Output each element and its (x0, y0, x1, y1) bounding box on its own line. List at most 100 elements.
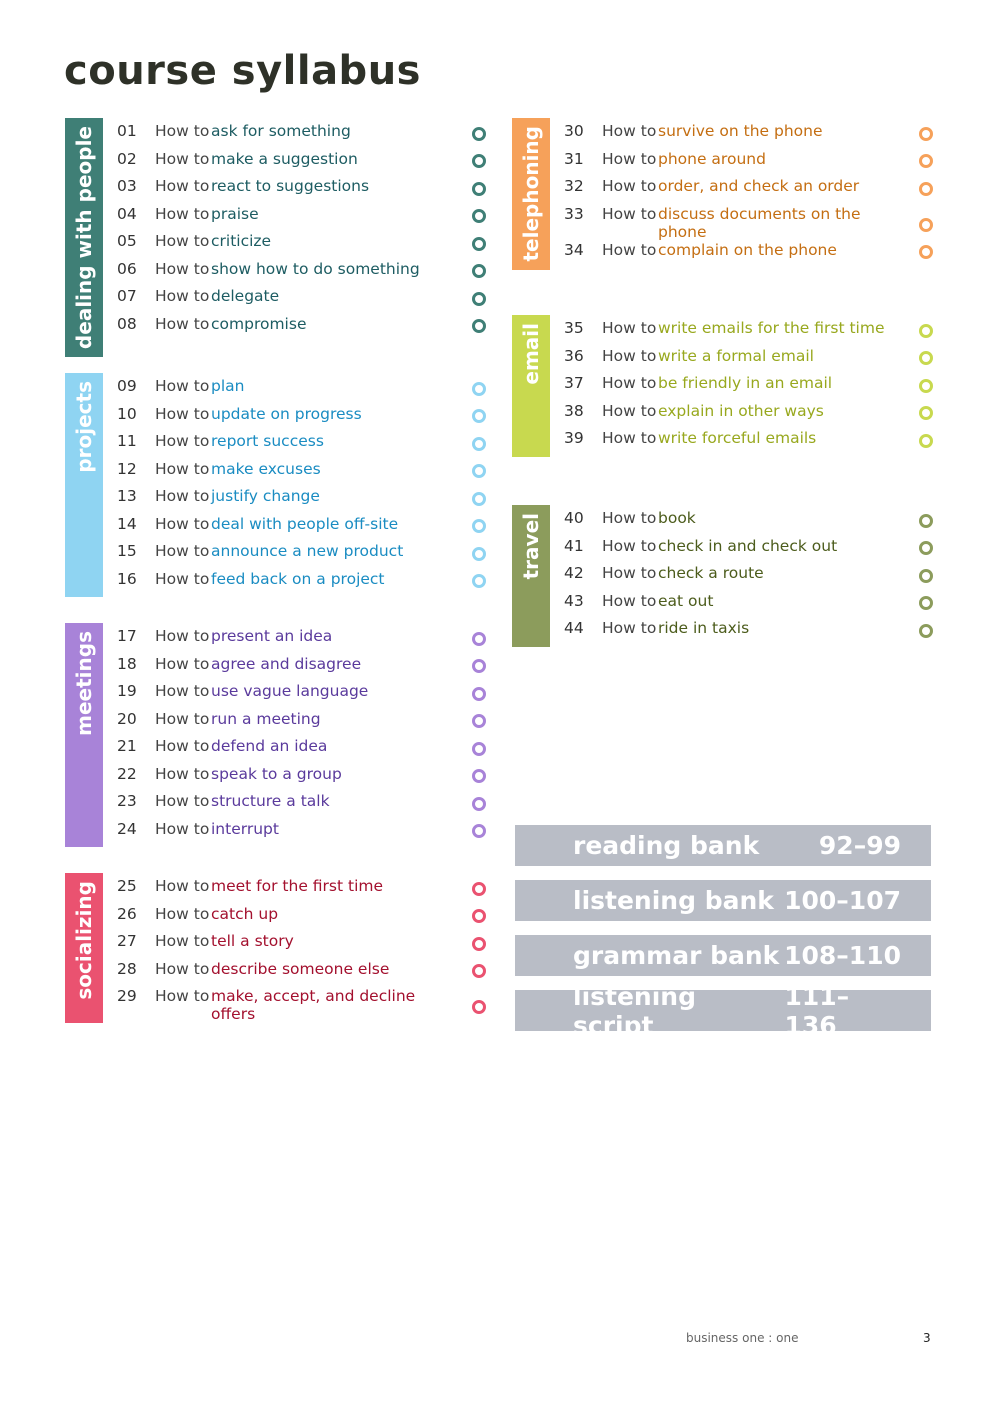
item-number: 13 (117, 487, 137, 505)
item-number: 21 (117, 737, 137, 755)
item-row: 12 How to make excuses (103, 460, 490, 488)
section-name: socializing (72, 881, 96, 1000)
item-prefix: How to (602, 564, 657, 582)
section-tab: travel (512, 505, 550, 647)
section: email 35 How to write emails for the first … (512, 315, 937, 457)
item-prefix: How to (155, 514, 210, 533)
section-tab: dealing with people (65, 118, 103, 358)
checkbox (919, 245, 933, 259)
item-row: 30 How to survive on the phone (550, 122, 937, 150)
checkbox (472, 546, 486, 561)
item-topic: book (658, 509, 696, 527)
checkbox (472, 964, 486, 978)
checkbox (472, 209, 486, 223)
item-row: 18 How to agree and disagree (103, 655, 490, 683)
item-number: 07 (117, 287, 137, 305)
item-row: 17 How to present an idea (103, 627, 490, 655)
checkbox (472, 936, 486, 951)
item-topic: feed back on a project (211, 569, 385, 588)
item-number: 15 (117, 542, 137, 560)
checkbox (472, 909, 486, 923)
item-prefix: How to (602, 591, 657, 610)
item-prefix: How to (155, 122, 210, 140)
checkbox (472, 154, 486, 168)
checkbox (919, 378, 933, 393)
item-topic: plan (211, 377, 245, 395)
item-row: 34 How to complain on the phone (550, 241, 937, 269)
item-prefix: How to (155, 709, 210, 728)
item-topic: use vague language (211, 682, 369, 700)
item-number: 23 (117, 792, 137, 810)
item-topic: agree and disagree (211, 654, 362, 673)
item-prefix: How to (602, 374, 657, 392)
item-topic: make a suggestion (211, 149, 358, 168)
item-prefix: How to (155, 204, 210, 223)
item-prefix: How to (155, 149, 210, 168)
checkbox (472, 409, 486, 423)
checkbox (919, 351, 933, 365)
item-prefix: How to (602, 177, 657, 195)
item-prefix: How to (155, 932, 210, 950)
item-number: 17 (117, 627, 137, 645)
checkbox (472, 491, 486, 506)
item-number: 33 (564, 204, 584, 223)
checkbox (919, 568, 933, 583)
item-number: 18 (117, 654, 137, 673)
section: dealing with people 01 How to ask for somet… (65, 118, 490, 358)
item-prefix: How to (155, 314, 210, 333)
section: telephoning 30 How to survive on the phone 3… (512, 118, 937, 270)
item-list: 40 How to book 41 How to check in and check o… (550, 505, 937, 647)
item-topic: ride in taxis (658, 619, 750, 637)
item-number: 26 (117, 904, 137, 923)
item-topic: check in and check out (658, 536, 838, 555)
bank-name: listening bank (573, 886, 774, 915)
bank: listening script 111–136 (515, 982, 931, 1040)
item-number: 22 (117, 764, 137, 783)
item-topic: compromise (211, 314, 307, 333)
item-prefix: How to (155, 459, 210, 478)
checkbox (472, 264, 486, 278)
item-row: 01 How to ask for something (103, 122, 490, 150)
item-row: 38 How to explain in other ways (550, 402, 937, 430)
item-row: 40 How to book (550, 509, 937, 537)
item-prefix: How to (155, 569, 210, 588)
item-topic: make excuses (211, 459, 321, 478)
item-prefix: How to (155, 987, 210, 1005)
checkbox (472, 686, 486, 701)
item-prefix: How to (602, 429, 657, 447)
checkbox (472, 519, 486, 533)
item-number: 39 (564, 429, 584, 447)
item-row: 19 How to use vague language (103, 682, 490, 710)
item-topic: ask for something (211, 122, 351, 140)
checkbox (472, 181, 486, 196)
item-topic: update on progress (211, 404, 362, 423)
item-prefix: How to (602, 619, 657, 637)
item-row: 05 How to criticize (103, 232, 490, 260)
item-number: 10 (117, 404, 137, 423)
title: course syllabus (64, 48, 421, 94)
section-name: travel (519, 513, 543, 580)
bank-name: listening script (573, 981, 696, 1040)
bank-pages: 108–110 (784, 941, 901, 970)
section-tab: projects (65, 373, 103, 597)
checkbox (472, 381, 486, 396)
item-row: 15 How to announce a new product (103, 542, 490, 570)
checkbox (472, 236, 486, 251)
item-topic: explain in other ways (658, 401, 824, 420)
item-row: 04 How to praise (103, 205, 490, 233)
item-row: 23 How to structure a talk (103, 792, 490, 820)
item-prefix: How to (155, 792, 210, 810)
item-row: 24 How to interrupt (103, 820, 490, 848)
item-number: 32 (564, 177, 584, 195)
item-row: 27 How to tell a story (103, 932, 490, 960)
item-row: 22 How to speak to a group (103, 765, 490, 793)
item-row: 39 How to write forceful emails (550, 429, 937, 457)
item-number: 40 (564, 509, 584, 527)
item-topic: defend an idea (211, 737, 328, 755)
item-prefix: How to (155, 682, 210, 700)
item-row: 20 How to run a meeting (103, 710, 490, 738)
section-name: email (519, 323, 543, 385)
item-prefix: How to (602, 240, 657, 259)
item-row: 37 How to be friendly in an email (550, 374, 937, 402)
item-number: 44 (564, 619, 584, 637)
